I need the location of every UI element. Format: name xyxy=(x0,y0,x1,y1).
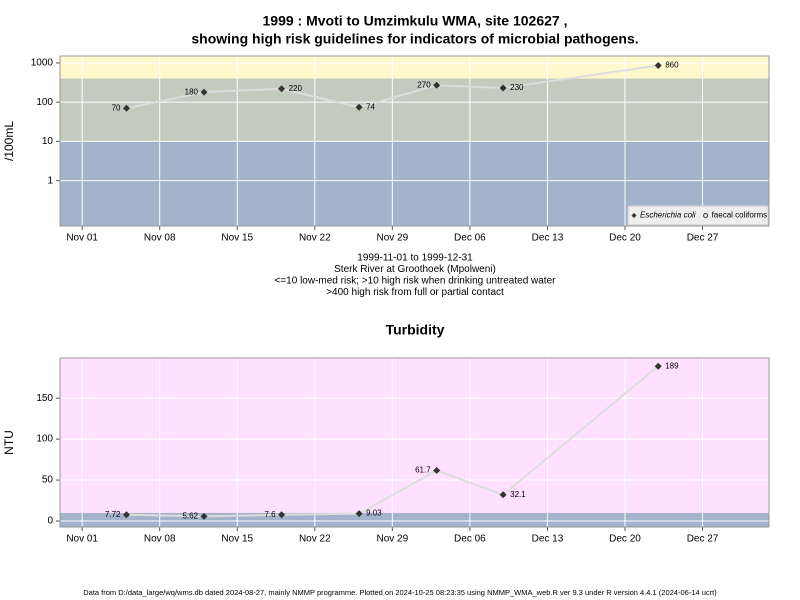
data-point xyxy=(654,362,662,370)
chart-title: showing high risk guidelines for indicat… xyxy=(191,31,638,47)
data-label: 74 xyxy=(366,102,375,111)
y-tick-label: 50 xyxy=(42,475,54,486)
data-label: 180 xyxy=(185,87,199,96)
y-axis-label: /100mL xyxy=(2,121,16,161)
x-tick-label: Dec 20 xyxy=(609,233,641,244)
x-tick-label: Nov 29 xyxy=(377,233,409,244)
x-tick-label: Dec 27 xyxy=(687,233,719,244)
legend-label: Escherichia coli xyxy=(640,211,696,220)
x-tick-label: Nov 15 xyxy=(221,534,253,545)
data-point xyxy=(278,85,286,93)
y-tick-label: 1 xyxy=(47,175,53,186)
data-point xyxy=(355,510,363,518)
data-label: 270 xyxy=(417,80,431,89)
chart-note: >400 high risk from full or partial cont… xyxy=(326,287,504,298)
x-tick-label: Dec 06 xyxy=(454,233,486,244)
data-label: 61.7 xyxy=(415,466,431,475)
data-point xyxy=(278,511,286,519)
x-tick-label: Nov 29 xyxy=(377,534,409,545)
x-tick-label: Nov 01 xyxy=(66,233,98,244)
y-tick-label: 10 xyxy=(42,136,54,147)
data-point xyxy=(122,104,130,112)
data-label: 7.72 xyxy=(105,510,121,519)
chart-note: Sterk River at Groothoek (Mpolweni) xyxy=(334,264,496,275)
y-tick-label: 1000 xyxy=(31,58,54,69)
y-axis-label: NTU xyxy=(2,430,16,455)
chart-note: 1999-11-01 to 1999-12-31 xyxy=(357,253,473,264)
y-tick-label: 100 xyxy=(36,434,53,445)
legend-marker xyxy=(703,213,709,218)
x-tick-label: Nov 15 xyxy=(221,233,253,244)
data-point xyxy=(200,512,208,520)
data-point xyxy=(200,88,208,96)
data-point xyxy=(499,84,507,92)
data-point xyxy=(499,491,507,499)
y-tick-label: 0 xyxy=(47,516,53,527)
data-label: 230 xyxy=(510,83,524,92)
plot-border xyxy=(59,357,770,528)
y-tick-label: 100 xyxy=(36,97,53,108)
risk-band xyxy=(60,78,769,142)
risk-band xyxy=(60,56,769,79)
data-label: 860 xyxy=(665,61,679,70)
plot-border xyxy=(59,55,770,227)
data-point xyxy=(433,466,441,474)
data-point xyxy=(433,81,441,89)
legend-label: faecal coliforms xyxy=(712,211,768,220)
data-label: 5.62 xyxy=(182,512,198,521)
data-point xyxy=(654,61,662,69)
data-label: 70 xyxy=(112,103,121,112)
data-label: 7.6 xyxy=(264,510,276,519)
data-label: 220 xyxy=(289,84,303,93)
chart-note: <=10 low-med risk; >10 high risk when dr… xyxy=(275,276,557,287)
x-tick-label: Nov 22 xyxy=(299,534,331,545)
x-tick-label: Nov 22 xyxy=(299,233,331,244)
x-tick-label: Dec 20 xyxy=(609,534,641,545)
risk-band xyxy=(60,358,769,513)
y-tick-label: 150 xyxy=(36,393,53,404)
x-tick-label: Nov 08 xyxy=(144,233,176,244)
x-tick-label: Dec 13 xyxy=(532,534,564,545)
data-label: 189 xyxy=(665,361,679,370)
x-tick-label: Dec 13 xyxy=(532,233,564,244)
legend-marker xyxy=(631,213,637,218)
data-point xyxy=(122,511,130,519)
chart-title: 1999 : Mvoti to Umzimkulu WMA, site 1026… xyxy=(263,13,568,29)
x-tick-label: Nov 01 xyxy=(66,534,98,545)
data-label: 32.1 xyxy=(510,490,526,499)
x-tick-label: Dec 06 xyxy=(454,534,486,545)
footer: Data from D:/data_large/wq/wms.db dated … xyxy=(83,588,717,597)
data-point xyxy=(355,103,363,111)
x-tick-label: Dec 27 xyxy=(687,534,719,545)
chart-title: Turbidity xyxy=(386,322,445,338)
x-tick-label: Nov 08 xyxy=(144,534,176,545)
legend-box xyxy=(627,205,769,226)
data-label: 9.03 xyxy=(366,509,382,518)
